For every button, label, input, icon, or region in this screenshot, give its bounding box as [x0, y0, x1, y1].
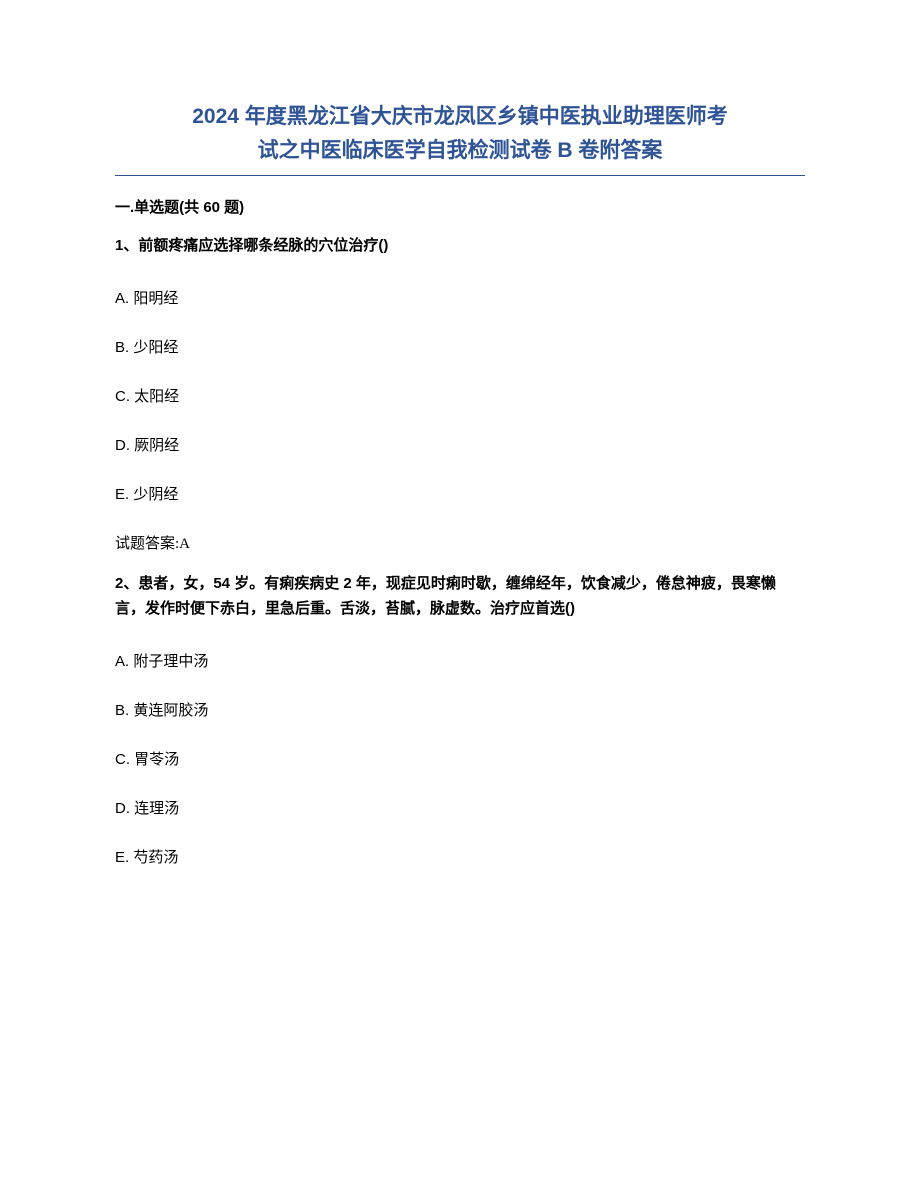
section-header: 一.单选题(共 60 题) [115, 196, 805, 217]
question-1-option-c: C. 太阳经 [115, 385, 805, 406]
question-1-option-e: E. 少阴经 [115, 483, 805, 504]
title-line-2: 试之中医临床医学自我检测试卷 B 卷附答案 [258, 139, 663, 162]
document-title: 2024 年度黑龙江省大庆市龙凤区乡镇中医执业助理医师考 试之中医临床医学自我检… [115, 100, 805, 176]
question-2-option-e: E. 芍药汤 [115, 846, 805, 867]
question-1-answer: 试题答案:A [115, 532, 805, 553]
question-2-option-a: A. 附子理中汤 [115, 650, 805, 671]
question-2-option-d: D. 连理汤 [115, 797, 805, 818]
question-1-option-a: A. 阳明经 [115, 287, 805, 308]
question-2-option-c: C. 胃苓汤 [115, 748, 805, 769]
question-1-stem: 1、前额疼痛应选择哪条经脉的穴位治疗() [115, 233, 805, 259]
question-2-stem: 2、患者，女，54 岁。有痢疾病史 2 年，现症见时痢时歇，缠绵经年，饮食减少，… [115, 571, 805, 622]
title-line-1: 2024 年度黑龙江省大庆市龙凤区乡镇中医执业助理医师考 [192, 105, 728, 128]
question-1-option-b: B. 少阳经 [115, 336, 805, 357]
question-1-option-d: D. 厥阴经 [115, 434, 805, 455]
question-2-option-b: B. 黄连阿胶汤 [115, 699, 805, 720]
